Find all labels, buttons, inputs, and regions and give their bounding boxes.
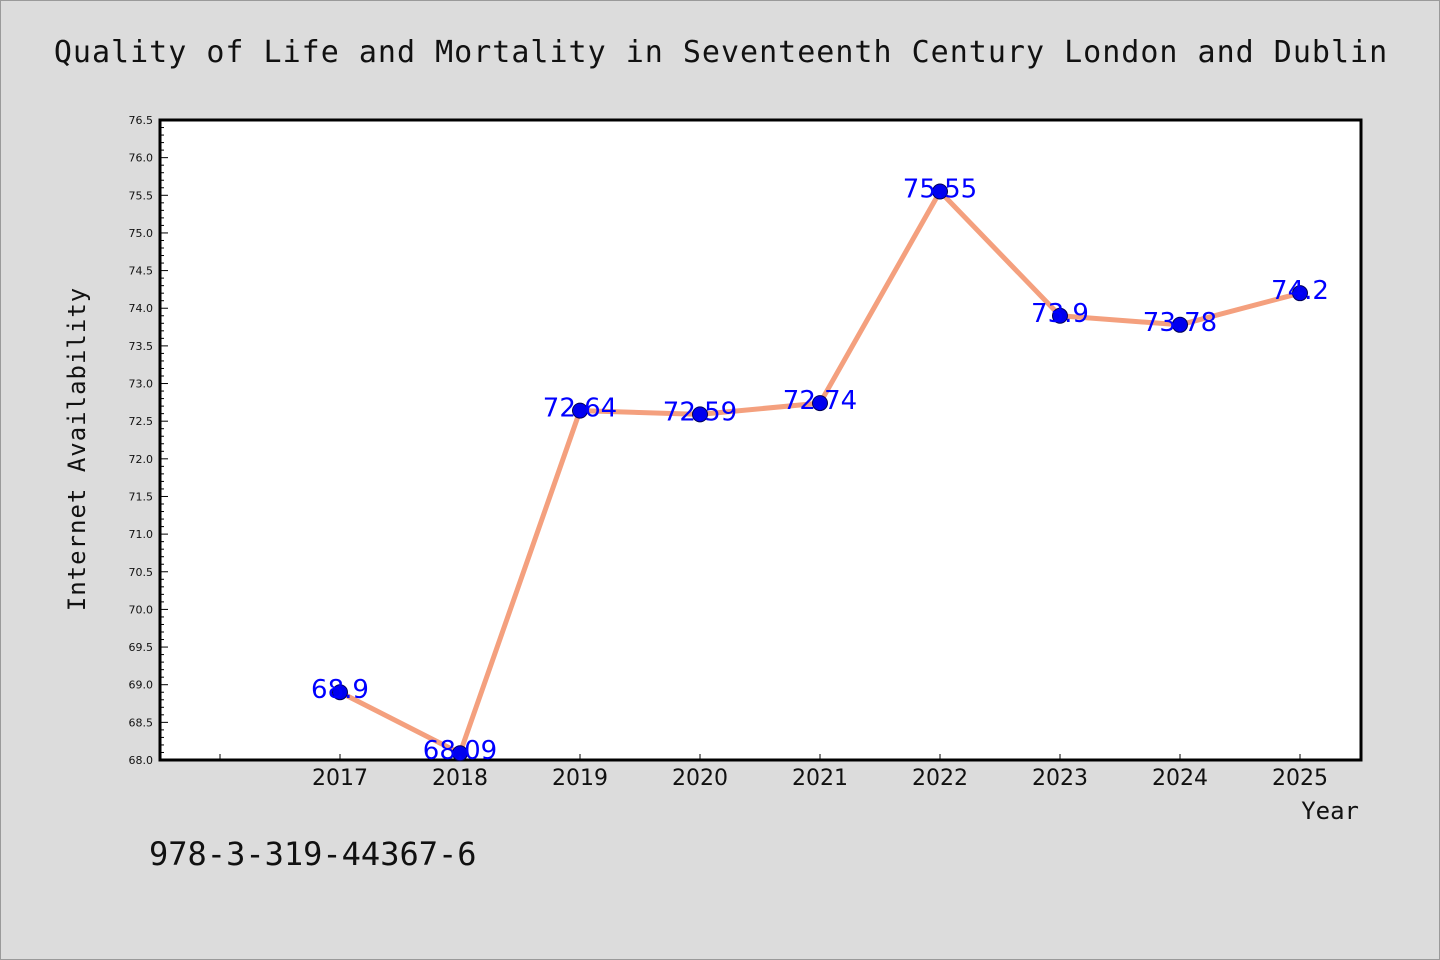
data-point <box>932 183 948 200</box>
y-tick-label: 70.0 <box>129 603 154 616</box>
data-point <box>1292 285 1308 302</box>
plot-border <box>158 118 1363 762</box>
y-tick-label: 72.0 <box>129 453 154 466</box>
y-tick-label: 68.0 <box>129 754 154 767</box>
x-tick-label: 2022 <box>912 766 968 791</box>
data-label: 73.9 <box>1031 299 1089 329</box>
y-tick-label: 68.5 <box>129 716 154 729</box>
x-tick-label: 2018 <box>432 766 488 791</box>
y-tick-label: 69.5 <box>129 641 154 654</box>
y-tick-label: 74.0 <box>129 302 154 315</box>
data-label: 68.9 <box>311 675 369 705</box>
data-label: 72.59 <box>663 397 737 427</box>
data-label: 72.74 <box>783 386 857 416</box>
y-tick-label: 74.5 <box>129 265 154 278</box>
x-axis-label: Year <box>1301 797 1359 825</box>
y-tick-label: 75.5 <box>129 189 154 202</box>
data-point <box>332 684 348 701</box>
x-tick-label: 2021 <box>792 766 848 791</box>
data-point <box>812 395 828 412</box>
y-tick-label: 76.0 <box>129 152 154 165</box>
data-point <box>692 406 708 423</box>
y-tick-label: 73.0 <box>129 378 154 391</box>
x-tick-label: 2019 <box>552 766 608 791</box>
chart-title: Quality of Life and Mortality in Sevente… <box>53 35 1389 70</box>
data-label: 73.78 <box>1143 308 1217 338</box>
y-tick-label: 70.5 <box>129 566 154 579</box>
y-tick-label: 76.5 <box>129 114 154 127</box>
y-tick-label: 75.0 <box>129 227 154 240</box>
data-label: 68.09 <box>423 736 497 766</box>
data-point <box>1172 316 1188 333</box>
x-tick-label: 2024 <box>1152 766 1208 791</box>
x-tick-label: 2017 <box>312 766 368 791</box>
data-label: 74.2 <box>1271 276 1329 306</box>
data-point <box>452 745 468 762</box>
x-tick-label: 2020 <box>672 766 728 791</box>
data-point <box>1052 307 1068 324</box>
x-tick-label: 2023 <box>1032 766 1088 791</box>
y-tick-label: 73.5 <box>129 340 154 353</box>
x-tick-label: 2025 <box>1272 766 1328 791</box>
isbn-text: 978-3-319-44367-6 <box>149 835 477 873</box>
plot-area <box>160 120 1361 760</box>
y-tick-label: 71.5 <box>129 490 154 503</box>
data-point <box>572 402 588 419</box>
y-tick-label: 72.5 <box>129 415 154 428</box>
data-label: 72.64 <box>543 394 617 424</box>
y-tick-label: 69.0 <box>129 679 154 692</box>
data-label: 75.55 <box>903 175 977 205</box>
y-tick-label: 71.0 <box>129 528 154 541</box>
